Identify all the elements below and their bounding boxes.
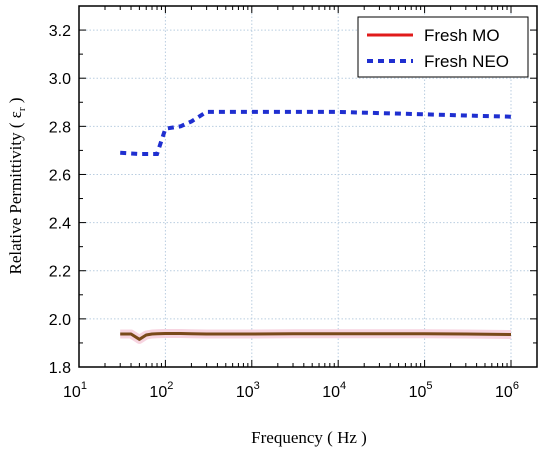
series-line-fresh-neo [120,109,512,156]
legend-box [357,16,529,78]
y-tick-label: 2.8 [49,119,71,136]
y-axis-label-sub: r [16,107,28,111]
tick-marks [78,6,538,368]
x-tick-label: 106 [495,380,519,401]
legend-label-fresh-neo: Fresh NEO [424,52,509,71]
y-tick-labels: 1.8 2.0 2.2 2.4 2.6 2.8 3.0 3.2 [49,23,71,377]
legend-label-fresh-mo: Fresh MO [424,26,500,45]
y-tick-label: 2.6 [49,167,71,184]
y-tick-label: 2.0 [49,312,71,329]
x-tick-label: 105 [409,380,433,401]
y-axis-label: Relative Permittivity ( εr ) [6,97,28,274]
x-tick-label: 102 [149,380,173,401]
y-tick-label: 3.0 [49,71,71,88]
x-tick-labels: 101 102 103 104 105 106 [63,380,519,401]
y-tick-label: 2.4 [49,216,71,233]
legend: Fresh MO Fresh NEO [357,16,529,78]
y-tick-label: 1.8 [49,360,71,377]
x-tick-label: 104 [322,380,346,401]
y-axis-label-main: Relative Permittivity ( ε [6,111,25,274]
x-tick-label: 103 [236,380,260,401]
series-layer [120,109,512,344]
series-line-fresh-mo [120,332,512,341]
x-tick-label: 101 [63,380,87,401]
y-tick-label: 2.2 [49,264,71,281]
plot-frame [78,5,538,368]
y-tick-label: 3.2 [49,23,71,40]
x-axis-label: Frequency ( Hz ) [251,428,367,447]
y-axis-label-close: ) [6,97,25,107]
